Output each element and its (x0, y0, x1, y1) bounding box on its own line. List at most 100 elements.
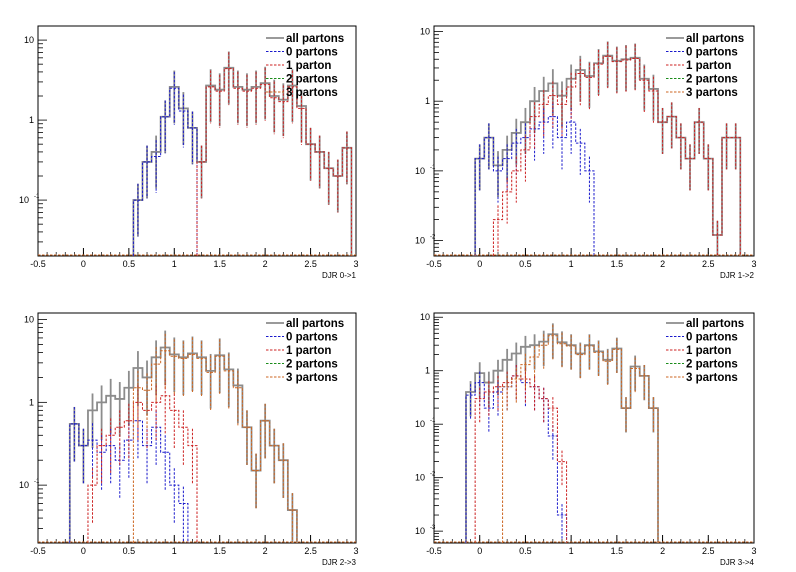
x-tick-label: 2 (660, 259, 665, 269)
series-1-parton (87, 378, 198, 543)
histogram-line (69, 420, 189, 543)
y-tick-exponent: -1 (34, 194, 40, 200)
histogram-line (87, 395, 198, 543)
x-tick-label: 1.5 (611, 546, 624, 556)
x-tick-label: 2 (263, 259, 268, 269)
plot-frame (433, 312, 755, 544)
x-tick-label: -0.5 (30, 259, 46, 269)
x-tick-label: 0.5 (519, 259, 532, 269)
x-tick-label: 0 (81, 546, 86, 556)
x-axis-title: DJR 1->2 (720, 271, 755, 280)
chart-panel-4: -0.5 0 0.5 1 1.5 2 2.5 3 10 -3 10 -2 10 -1 1 10 DJR 3->4… (415, 312, 757, 567)
y-tick-label: 10 (415, 236, 425, 246)
y-tick-label: 10 (415, 473, 425, 483)
legend-entry: 1 parton (686, 345, 731, 357)
x-tick-label: 0 (81, 259, 86, 269)
legend-entry: all partons (286, 318, 344, 330)
legend-entry: 3 partons (286, 87, 338, 99)
x-tick-label: 2.5 (702, 259, 715, 269)
legend-entry: 3 partons (286, 372, 338, 384)
legend-entry: 1 parton (286, 60, 331, 72)
legend-entry: all partons (286, 33, 344, 45)
legend-entry: 0 partons (286, 332, 338, 344)
x-tick-label: 0 (477, 259, 482, 269)
y-tick-label: 10 (19, 480, 29, 490)
chart-panel-1: -0.5 0 0.5 1 1.5 2 2.5 3 10 -1 1 10 DJR 0->1 all part… (19, 25, 359, 280)
y-tick-exponent: -2 (430, 472, 436, 478)
legend-entry: all partons (686, 33, 744, 45)
x-tick-label: 3 (353, 546, 358, 556)
x-tick-label: 3 (353, 259, 358, 269)
x-tick-label: 1 (569, 546, 574, 556)
y-tick-label: 1 (425, 366, 430, 376)
x-tick-label: 1 (172, 259, 177, 269)
y-tick-label: 10 (19, 195, 29, 205)
legend-entry: 1 parton (686, 60, 731, 72)
legend-entry: 2 partons (286, 359, 338, 371)
y-tick-exponent: -1 (430, 418, 436, 424)
y-tick-exponent: -1 (34, 479, 40, 485)
x-tick-label: -0.5 (426, 259, 442, 269)
chart-panel-3: -0.5 0 0.5 1 1.5 2 2.5 3 10 -1 1 10 DJR 2->3 all part… (19, 312, 359, 567)
series-3-partons (502, 324, 659, 543)
legend-entry: 2 partons (686, 74, 738, 86)
x-tick-label: 1.5 (213, 546, 226, 556)
x-tick-label: 3 (751, 259, 756, 269)
x-tick-label: -0.5 (30, 546, 46, 556)
series-0-partons (132, 71, 198, 256)
x-tick-label: 1.5 (611, 259, 624, 269)
x-tick-label: 2.5 (304, 259, 317, 269)
legend-entry: 0 partons (686, 332, 738, 344)
series-1-parton (196, 52, 352, 256)
x-tick-label: 1 (172, 546, 177, 556)
legend-entry: 0 partons (286, 47, 338, 59)
y-tick-label: 10 (420, 312, 430, 322)
x-axis-title: DJR 0->1 (322, 271, 357, 280)
legend-entry: 2 partons (286, 74, 338, 86)
x-tick-label: 1 (569, 259, 574, 269)
legend-entry: 3 partons (686, 372, 738, 384)
x-tick-label: 0.5 (123, 546, 136, 556)
x-tick-label: 2.5 (702, 546, 715, 556)
legend-entry: 3 partons (686, 87, 738, 99)
x-tick-label: -0.5 (426, 546, 442, 556)
legend-entry: 0 partons (686, 47, 738, 59)
y-tick-label: 10 (415, 166, 425, 176)
y-tick-label: 1 (29, 397, 34, 407)
series-0-partons (465, 364, 568, 543)
plot-frame (37, 312, 357, 544)
y-tick-label: 10 (420, 27, 430, 37)
legend-entry: 2 partons (686, 359, 738, 371)
legend-entry: all partons (686, 318, 744, 330)
histogram-line (502, 335, 659, 543)
histogram-line (132, 350, 298, 543)
x-tick-label: 1.5 (213, 259, 226, 269)
y-tick-label: 10 (24, 35, 34, 45)
histogram-line (474, 375, 568, 543)
y-tick-label: 10 (415, 419, 425, 429)
y-tick-exponent: -1 (430, 165, 436, 171)
x-tick-label: 0 (477, 546, 482, 556)
legend-entry: 1 parton (286, 345, 331, 357)
x-tick-label: 3 (751, 546, 756, 556)
plot-frame (433, 25, 755, 257)
x-tick-label: 0.5 (123, 259, 136, 269)
x-tick-label: 2.5 (304, 546, 317, 556)
histogram-line (132, 87, 198, 256)
chart-panel-2: -0.5 0 0.5 1 1.5 2 2.5 3 10 -2 10 -1 1 10 DJR 1->2 all … (415, 25, 757, 280)
y-tick-exponent: -3 (430, 525, 436, 531)
histogram-line (492, 55, 741, 256)
x-axis-title: DJR 3->4 (720, 558, 755, 567)
series-3-partons (132, 333, 298, 543)
y-tick-label: 10 (415, 526, 425, 536)
y-tick-exponent: -2 (430, 235, 436, 241)
x-axis-title: DJR 2->3 (322, 558, 357, 567)
y-tick-label: 10 (24, 315, 34, 325)
x-tick-label: 0.5 (519, 546, 532, 556)
y-tick-label: 1 (425, 96, 430, 106)
